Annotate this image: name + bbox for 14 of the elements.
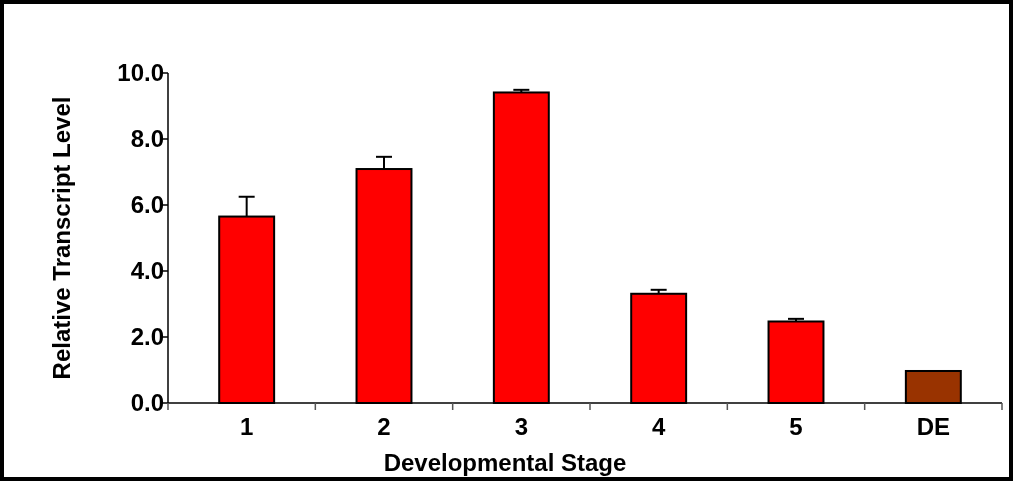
x-tick-label: 1	[239, 413, 254, 440]
y-tick-label: 0.0	[130, 389, 164, 417]
x-tick-label: 4	[651, 413, 666, 440]
y-axis-title: Relative Transcript Level	[48, 96, 75, 380]
y-tick-label: 2.0	[130, 323, 164, 351]
x-axis-title: Developmental Stage	[383, 449, 627, 476]
y-tick-label: 10.0	[117, 59, 164, 87]
y-tick-label: 6.0	[130, 191, 164, 219]
x-tick-label: 5	[789, 413, 803, 440]
y-tick-label: 8.0	[130, 125, 164, 153]
y-tick-label: 4.0	[130, 257, 164, 285]
x-tick-label: 3	[514, 413, 529, 440]
x-tick-label: DE	[916, 413, 951, 440]
x-tick-label: 2	[377, 413, 391, 440]
